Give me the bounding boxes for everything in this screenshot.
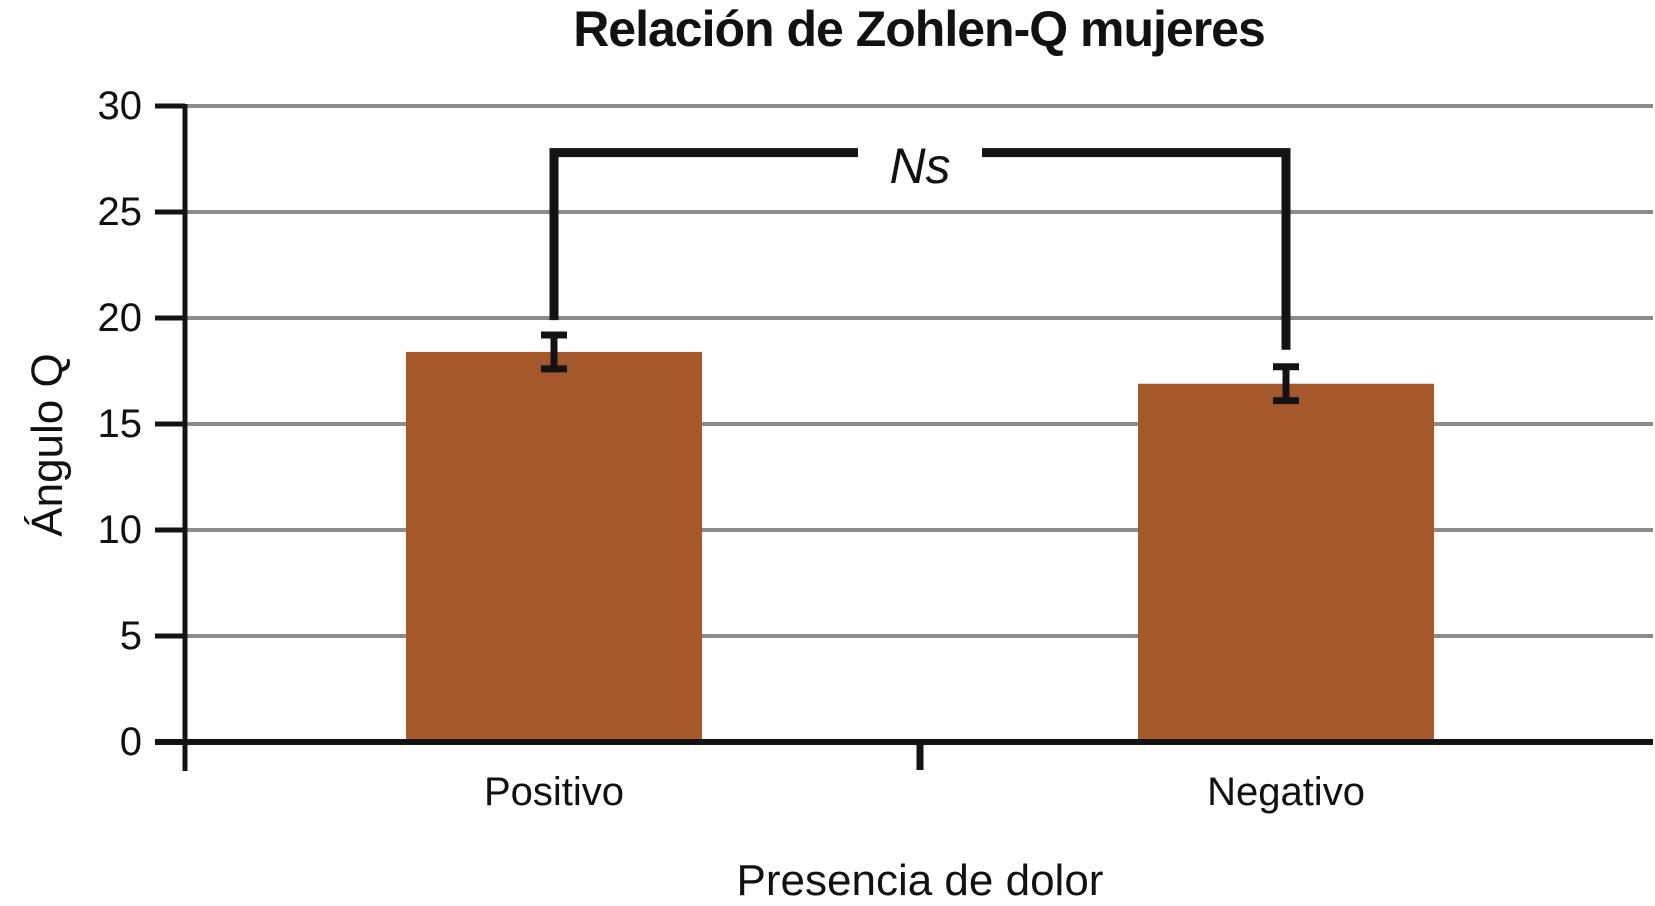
significance-annotation: Ns [889,138,951,194]
x-tick-label: Negativo [1207,770,1365,814]
y-tick-label: 5 [119,614,142,658]
x-axis-title: Presencia de dolor [736,856,1104,905]
significance-bracket-right [982,148,1291,350]
significance-bracket-left [549,148,858,321]
chart-title: Relación de Zohlen-Q mujeres [573,1,1266,57]
y-tick-label: 25 [97,190,143,234]
bar-negativo [1138,383,1434,742]
bar-positivo [406,351,702,742]
y-tick-label: 10 [97,508,143,552]
y-tick-label: 20 [97,296,143,340]
x-tick-label: Positivo [483,770,625,814]
y-tick-label: 15 [97,402,143,446]
y-tick-label: 0 [119,720,142,764]
y-tick-label: 30 [97,84,143,128]
